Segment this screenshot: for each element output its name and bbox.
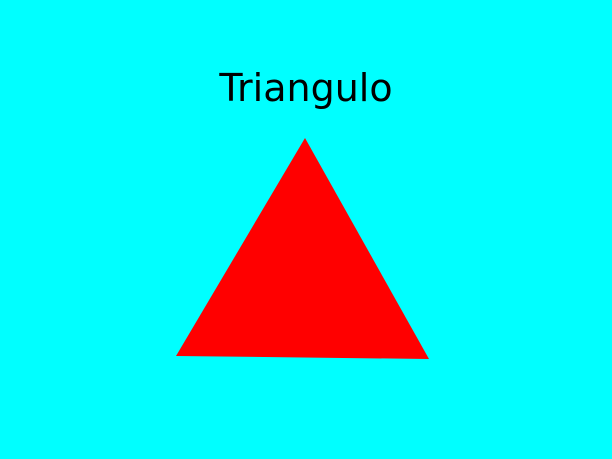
triangle-icon [176,138,429,359]
page-title: Triangulo [219,66,393,110]
